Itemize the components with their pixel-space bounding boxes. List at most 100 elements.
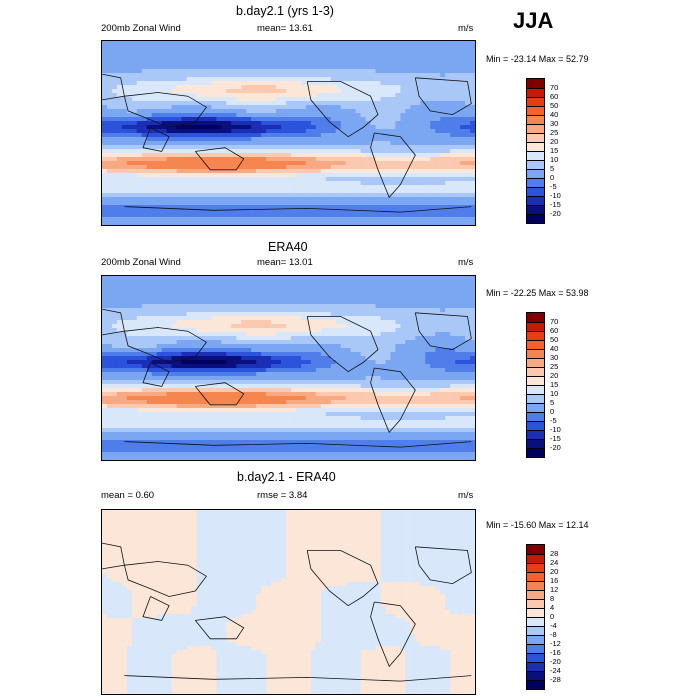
field-cell — [216, 185, 222, 190]
field-cell — [231, 165, 237, 170]
coastline — [414, 77, 472, 116]
field-cell — [340, 320, 347, 325]
field-cell — [141, 149, 148, 154]
field-cell — [231, 213, 237, 218]
field-cell — [465, 181, 471, 186]
field-cell — [176, 296, 183, 301]
field-cell — [335, 121, 342, 126]
field-cell — [236, 312, 242, 317]
field-cell — [116, 121, 123, 126]
field-cell — [460, 61, 466, 66]
field-cell — [281, 276, 287, 281]
field-cell — [425, 117, 431, 122]
field-cell — [226, 109, 232, 114]
field-cell — [191, 340, 198, 345]
field-cell — [460, 81, 466, 86]
field-cell — [151, 348, 158, 353]
field-cell — [116, 181, 123, 186]
field-cell — [380, 276, 387, 281]
field-cell — [231, 209, 237, 214]
field-cell — [126, 209, 133, 214]
field-cell — [191, 173, 198, 178]
field-cell — [360, 324, 367, 329]
field-cell — [181, 97, 188, 102]
field-cell — [146, 41, 153, 46]
field-cell — [305, 49, 312, 54]
field-cell — [221, 101, 227, 106]
field-cell — [380, 69, 387, 74]
field-cell — [355, 276, 362, 281]
field-cell — [305, 348, 312, 353]
field-cell — [111, 65, 118, 70]
field-cell — [151, 197, 158, 202]
field-cell — [236, 304, 242, 309]
field-cell — [111, 133, 118, 138]
field-cell — [251, 348, 257, 353]
field-cell — [390, 300, 397, 305]
field-cell — [181, 157, 188, 162]
field-cell — [126, 205, 133, 210]
field-cell — [201, 137, 208, 142]
field-cell — [106, 141, 113, 146]
field-cell — [171, 280, 178, 285]
field-cell — [460, 53, 466, 58]
field-cell — [161, 117, 168, 122]
field-cell — [455, 41, 461, 46]
field-cell — [370, 340, 377, 345]
field-cell — [276, 193, 282, 198]
field-cell — [445, 320, 451, 325]
field-cell — [286, 221, 292, 225]
field-cell — [400, 137, 406, 142]
field-cell — [380, 320, 387, 325]
field-cell — [102, 165, 108, 170]
field-cell — [176, 73, 183, 78]
field-cell — [236, 336, 242, 341]
field-cell — [241, 288, 247, 293]
field-cell — [350, 97, 357, 102]
field-cell — [226, 284, 232, 289]
field-cell — [271, 169, 277, 174]
field-cell — [286, 193, 292, 198]
field-cell — [465, 105, 471, 110]
field-cell — [410, 153, 416, 158]
field-cell — [271, 45, 277, 50]
field-cell — [390, 93, 397, 98]
field-cell — [420, 57, 426, 62]
field-cell — [266, 316, 272, 321]
field-cell — [151, 97, 158, 102]
field-cell — [216, 125, 222, 130]
field-cell — [286, 65, 292, 70]
field-cell — [315, 197, 322, 202]
field-cell — [300, 45, 307, 50]
field-cell — [435, 129, 441, 134]
field-cell — [166, 85, 173, 90]
field-cell — [171, 157, 178, 162]
field-cell — [236, 93, 242, 98]
field-cell — [186, 352, 193, 357]
field-cell — [385, 129, 392, 134]
field-cell — [425, 89, 431, 94]
field-cell — [216, 181, 222, 186]
field-cell — [156, 193, 163, 198]
field-cell — [460, 304, 466, 309]
field-cell — [470, 292, 475, 297]
field-cell — [256, 201, 262, 206]
field-cell — [126, 213, 133, 218]
field-cell — [136, 185, 143, 190]
field-cell — [395, 165, 401, 170]
field-cell — [121, 308, 128, 313]
field-cell — [290, 77, 297, 82]
field-cell — [350, 209, 357, 214]
field-cell — [315, 81, 322, 86]
field-cell — [241, 101, 247, 106]
field-cell — [440, 133, 446, 138]
field-cell — [355, 133, 362, 138]
field-cell — [121, 173, 128, 178]
field-cell — [256, 41, 262, 46]
field-cell — [141, 57, 148, 62]
field-cell — [420, 97, 426, 102]
field-cell — [211, 304, 217, 309]
field-cell — [131, 49, 138, 54]
field-cell — [310, 165, 317, 170]
field-cell — [106, 340, 113, 345]
